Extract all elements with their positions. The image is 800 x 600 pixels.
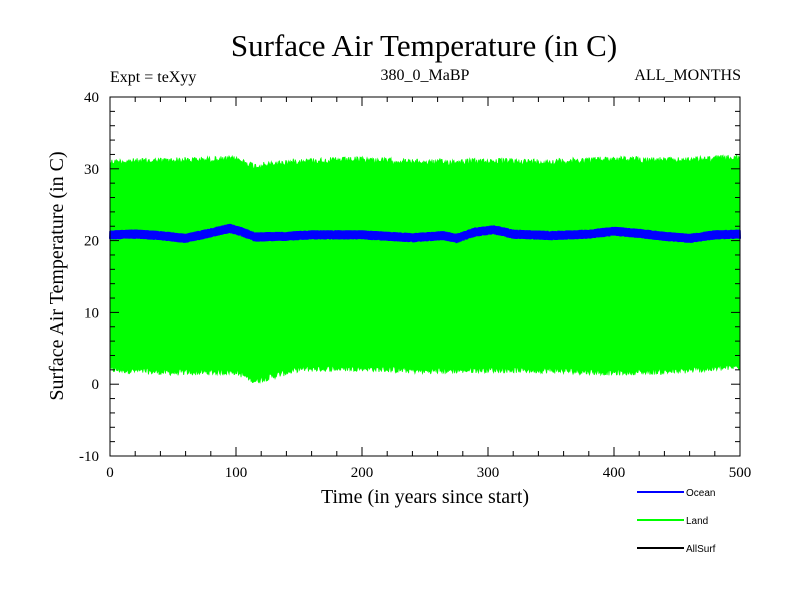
x-tick-label: 0 <box>106 465 114 481</box>
series-ocean <box>109 223 741 244</box>
series-land <box>109 153 741 384</box>
plot-frame <box>109 96 741 457</box>
axes: 0 100 200 300 400 500 -10 0 10 20 30 40 <box>79 90 751 481</box>
x-tick-label: 200 <box>351 465 374 481</box>
chart-title: Surface Air Temperature (in C) <box>231 28 617 63</box>
plot-area <box>109 153 741 384</box>
y-tick-label: 40 <box>84 90 99 106</box>
period-label: 380_0_MaBP <box>381 67 470 84</box>
months-label: ALL_MONTHS <box>634 67 741 84</box>
legend: Ocean Land AllSurf <box>637 488 716 555</box>
x-tick-label: 300 <box>477 465 500 481</box>
y-tick-label: 20 <box>84 234 99 250</box>
x-tick-label: 500 <box>729 465 752 481</box>
experiment-label: Expt = teXyy <box>110 69 196 86</box>
y-tick-label: -10 <box>79 449 99 465</box>
legend-label-land: Land <box>686 516 708 527</box>
legend-label-ocean: Ocean <box>686 488 715 499</box>
y-tick-label: 30 <box>84 162 99 178</box>
y-axis-label: Surface Air Temperature (in C) <box>46 151 68 400</box>
y-tick-label: 10 <box>84 305 99 321</box>
y-tick-label: 0 <box>92 377 100 393</box>
x-tick-label: 100 <box>225 465 248 481</box>
x-axis-label: Time (in years since start) <box>321 486 529 508</box>
legend-label-allsurf: AllSurf <box>686 544 716 555</box>
x-tick-label: 400 <box>603 465 626 481</box>
